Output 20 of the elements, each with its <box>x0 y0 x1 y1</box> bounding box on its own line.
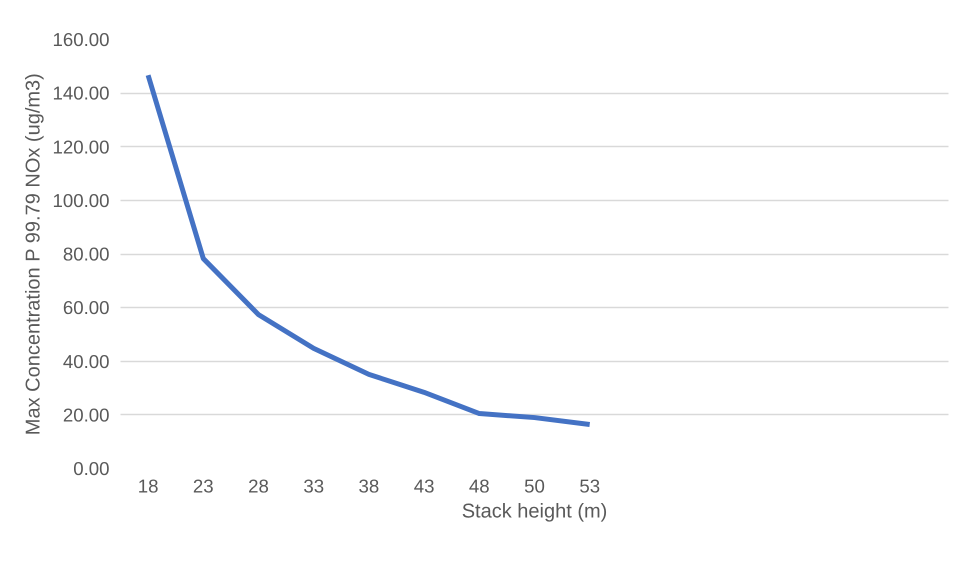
x-tick-label: 18 <box>138 476 158 496</box>
y-tick-label: 160.00 <box>52 29 110 50</box>
y-tick-label: 0.00 <box>73 458 110 479</box>
x-axis-title: Stack height (m) <box>462 500 608 522</box>
x-tick-label: 53 <box>579 476 600 496</box>
y-tick-label: 140.00 <box>52 82 110 104</box>
x-tick-label: 28 <box>248 476 269 496</box>
y-tick-label: 100.00 <box>52 190 110 211</box>
x-tick-label: 50 <box>524 476 545 496</box>
y-tick-label: 60.00 <box>62 297 110 318</box>
x-tick-label: 23 <box>192 476 214 496</box>
y-tick-label: 120.00 <box>52 136 110 158</box>
x-tick-label: 48 <box>468 476 490 496</box>
x-tick-label: 33 <box>303 476 324 496</box>
y-axis-title: Max Concentration P 99.79 NOx (ug/m3) <box>22 73 44 436</box>
x-tick-label: 38 <box>358 476 380 496</box>
y-tick-label: 80.00 <box>62 244 110 264</box>
y-tick-label: 40.00 <box>62 350 110 372</box>
y-tick-label: 20.00 <box>62 404 110 426</box>
x-tick-label: 43 <box>414 476 434 496</box>
